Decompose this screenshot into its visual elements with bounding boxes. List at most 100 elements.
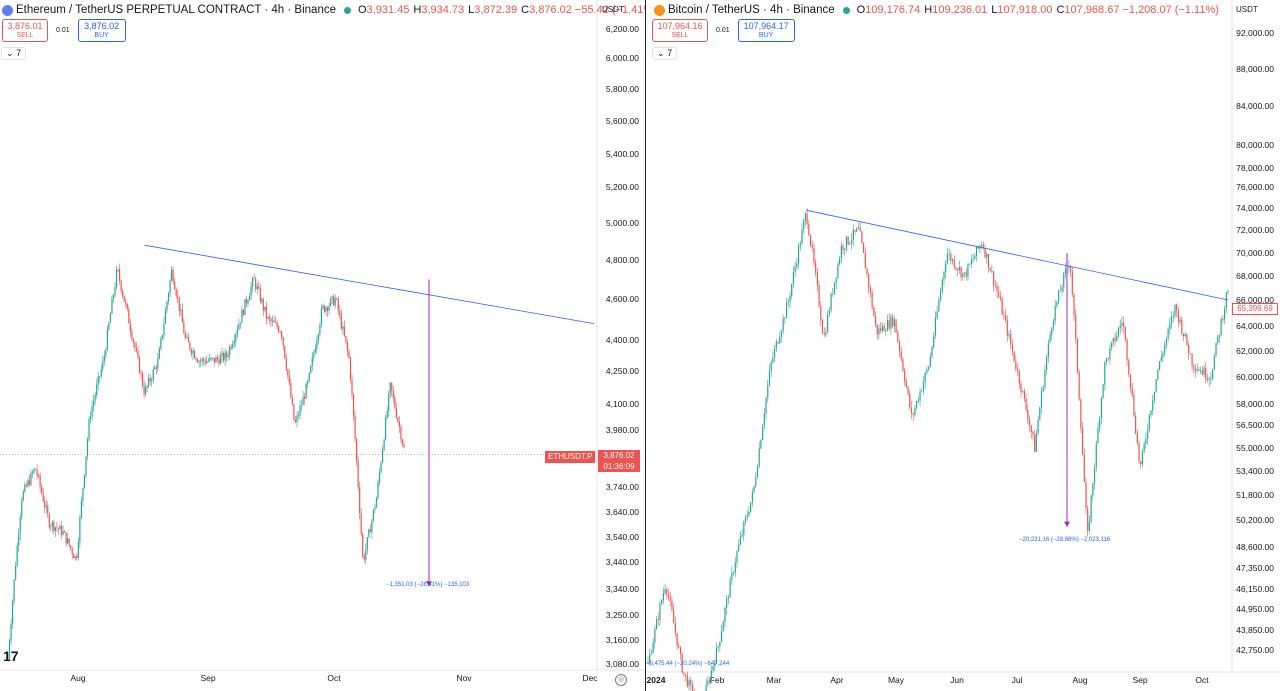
candle-body <box>1010 334 1012 345</box>
tradingview-logo-icon[interactable]: 17 <box>3 648 19 664</box>
candle-body <box>922 382 925 391</box>
btc-symbol-title[interactable]: Bitcoin / TetherUS · 4h · Binance <box>668 4 835 16</box>
candle-body <box>1153 391 1156 401</box>
eth-sell-button[interactable]: 3,876.01 SELL <box>2 19 48 42</box>
candle-body <box>652 642 654 653</box>
candle-body <box>378 472 381 483</box>
candle-body <box>1104 362 1106 385</box>
candle-body <box>893 319 895 327</box>
candle-body <box>203 358 205 362</box>
y-tick-label: 5,200.00 <box>606 182 639 192</box>
candle-body <box>1172 316 1174 317</box>
eth-currency-label[interactable]: USDT <box>602 5 624 14</box>
candle-body <box>756 466 759 478</box>
y-tick-label: 48,600.00 <box>1236 542 1274 552</box>
candle-body <box>1133 395 1135 416</box>
eth-chart-pane[interactable]: 6,200.00 6,000.00 5,800.00 5,600.00 5,400.00… <box>0 0 646 691</box>
candle-body <box>221 352 223 357</box>
market-open-icon <box>842 6 850 14</box>
candle-body <box>917 400 919 402</box>
eth-symbol-title[interactable]: Ethereum / TetherUS PERPETUAL CONTRACT ·… <box>16 4 336 16</box>
candle-body <box>148 377 150 386</box>
candle-body <box>47 505 49 515</box>
y-tick-label: 76,000.00 <box>1236 182 1274 192</box>
btc-indicators-toggle[interactable]: ⌄ 7 <box>652 47 678 60</box>
candle-body <box>296 415 298 423</box>
candle-body <box>18 534 20 546</box>
candle-body <box>664 589 666 594</box>
candle-body <box>180 309 182 311</box>
candle-body <box>388 393 390 412</box>
candle-body <box>287 369 289 376</box>
candle-body <box>119 269 121 281</box>
candle-body <box>93 400 95 407</box>
candle-body <box>68 538 70 546</box>
candle-body <box>212 357 214 359</box>
candle-body <box>784 318 786 319</box>
y-tick-label: 50,200.00 <box>1236 515 1274 525</box>
candle-body <box>270 318 272 322</box>
candle-body <box>1162 353 1164 358</box>
candle-body <box>777 341 779 344</box>
candle-body <box>842 245 844 250</box>
btc-chart-pane[interactable]: 92,000.00 88,000.00 84,000.00 80,000.00 78,0… <box>646 0 1280 691</box>
btc-buy-button[interactable]: 107,964.17 BUY <box>737 19 795 42</box>
candle-body <box>348 350 350 359</box>
measure-arrowhead <box>426 581 432 587</box>
candle-body <box>268 316 271 319</box>
candle-body <box>647 662 649 664</box>
candle-body <box>346 342 349 351</box>
candle-body <box>1087 508 1089 532</box>
candle-body <box>50 526 52 528</box>
candle-body <box>936 311 938 318</box>
eth-chart-canvas[interactable]: 6,200.00 6,000.00 5,800.00 5,600.00 5,400.00… <box>0 0 645 691</box>
candle-body <box>89 416 92 420</box>
btc-sell-button[interactable]: 107,964.16 SELL <box>652 19 708 42</box>
candle-body <box>1138 442 1140 462</box>
candle-body <box>738 544 740 552</box>
candle-body <box>242 310 245 315</box>
candle-body <box>334 298 336 306</box>
candle-body <box>762 425 764 441</box>
candle-body <box>100 368 102 377</box>
candle-body <box>866 268 868 275</box>
candle-body <box>397 417 399 422</box>
candle-body <box>323 305 326 312</box>
y-tick-label: 68,000.00 <box>1236 271 1274 281</box>
settings-icon[interactable]: ◎ <box>615 674 627 686</box>
candle-body <box>218 359 220 364</box>
candle-body <box>1064 268 1067 274</box>
candle-body <box>209 357 211 361</box>
candle-body <box>114 286 116 296</box>
candle-body <box>796 263 798 267</box>
candle-body <box>343 326 345 337</box>
candle-body <box>99 376 101 377</box>
candle-body <box>236 329 238 334</box>
candle-body <box>316 340 318 350</box>
eth-buy-button[interactable]: 3,876.02 BUY <box>77 19 126 42</box>
candle-body <box>103 356 105 361</box>
candle-body <box>285 357 287 370</box>
candle-body <box>993 271 995 285</box>
btc-high: 109,236.01 <box>932 4 988 16</box>
candle-body <box>310 365 312 373</box>
candle-body <box>177 295 179 298</box>
candle-body <box>288 375 290 383</box>
candle-body <box>65 532 67 544</box>
candle-body <box>912 413 914 415</box>
candle-body <box>368 529 370 538</box>
candle-body <box>897 332 899 342</box>
btc-chart-canvas[interactable]: 92,000.00 88,000.00 84,000.00 80,000.00 78,0… <box>646 0 1280 691</box>
candle-body <box>1208 378 1210 380</box>
btc-currency-label[interactable]: USDT <box>1236 5 1258 14</box>
candle-body <box>785 302 788 319</box>
candle-body <box>51 521 53 527</box>
candle-body <box>256 286 258 289</box>
candle-body <box>799 243 801 247</box>
eth-indicators-toggle[interactable]: ⌄ 7 <box>1 47 27 60</box>
candle-body <box>674 623 676 633</box>
candle-body <box>662 593 664 601</box>
candle-body <box>25 484 27 487</box>
candle-body <box>789 296 791 302</box>
candle-body <box>229 346 231 356</box>
